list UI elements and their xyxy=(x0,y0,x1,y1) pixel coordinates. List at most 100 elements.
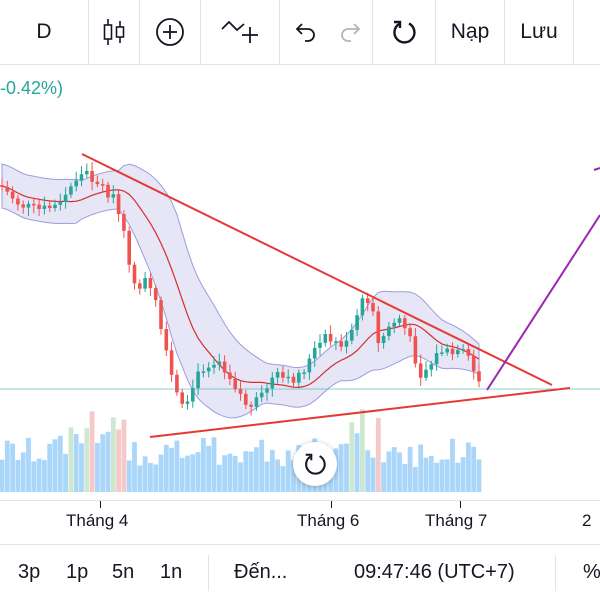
candle-body xyxy=(100,184,105,186)
volume-bar xyxy=(126,460,132,492)
time-axis[interactable]: Tháng 4 Tháng 6 Tháng 7 2 xyxy=(0,500,600,541)
save-button[interactable]: Lưu xyxy=(505,0,573,64)
bottom-toolbar: 3p 1p 5n 1n Đến... 09:47:46 (UTC+7) % xyxy=(0,544,600,601)
volume-bar xyxy=(444,459,450,492)
axis-tick xyxy=(100,501,101,508)
volume-bar xyxy=(132,442,137,492)
volume-bar xyxy=(344,443,349,492)
volume-bar xyxy=(148,462,153,492)
candle-body xyxy=(159,300,163,330)
candle-body xyxy=(95,181,100,185)
volume-bar xyxy=(291,460,296,492)
candle-body xyxy=(26,203,31,208)
candle-body xyxy=(254,397,259,407)
candle-body xyxy=(191,388,195,402)
candle-body xyxy=(334,341,338,343)
volume-bar xyxy=(57,435,63,492)
candle-body xyxy=(90,170,94,182)
volume-bar xyxy=(63,453,68,492)
volume-bar xyxy=(179,457,185,492)
volume-bar xyxy=(47,443,53,492)
candle-body xyxy=(286,376,290,379)
candle-body xyxy=(122,214,126,231)
projection-line-lower[interactable] xyxy=(486,214,600,391)
percent-toggle[interactable]: % xyxy=(583,561,600,583)
candle-body xyxy=(381,336,386,344)
candle-body xyxy=(206,367,211,372)
load-button[interactable]: Nạp xyxy=(436,0,504,64)
volume-bar xyxy=(450,438,455,492)
clock-readout[interactable]: 09:47:46 (UTC+7) xyxy=(354,561,515,583)
toolbar-divider xyxy=(573,0,574,64)
volume-bar xyxy=(238,462,243,492)
volume-bar xyxy=(269,449,275,492)
volume-bar xyxy=(190,454,196,492)
volume-bar xyxy=(248,451,254,492)
candle-body xyxy=(376,311,381,344)
volume-bar xyxy=(381,462,386,492)
candle-body xyxy=(0,185,4,187)
candle-body xyxy=(365,298,370,304)
candle-body xyxy=(403,318,407,329)
range-1p[interactable]: 1p xyxy=(66,561,89,583)
price-chart[interactable] xyxy=(0,64,600,500)
candle-body xyxy=(138,283,142,289)
volume-bar xyxy=(349,422,355,492)
indicators-button[interactable] xyxy=(201,0,279,64)
load-label: Nạp xyxy=(450,20,490,43)
candle-body xyxy=(323,334,328,343)
candle-body xyxy=(10,191,15,199)
range-1n[interactable]: 1n xyxy=(160,561,183,583)
volume-bar xyxy=(153,464,159,492)
plus-circle-icon xyxy=(156,18,184,46)
candle-body xyxy=(228,372,232,380)
volume-bar xyxy=(68,427,74,492)
candle-body xyxy=(339,341,343,347)
compare-button[interactable] xyxy=(140,0,200,64)
undo-button[interactable] xyxy=(280,0,330,64)
projection-line-upper[interactable] xyxy=(593,167,600,171)
redo-button[interactable] xyxy=(330,0,372,64)
volume-bar xyxy=(423,457,429,492)
volume-bar xyxy=(158,454,164,492)
reload-button[interactable] xyxy=(373,0,435,64)
volume-bar xyxy=(407,446,413,492)
volume-bar xyxy=(275,459,280,492)
interval-label: D xyxy=(36,20,52,43)
lower-trendline[interactable] xyxy=(149,387,571,438)
candle-body xyxy=(169,350,174,375)
volume-bar xyxy=(397,452,402,492)
volume-bar xyxy=(211,437,217,492)
chart-type-button[interactable] xyxy=(89,0,139,64)
range-5n[interactable]: 5n xyxy=(112,561,135,583)
interval-button[interactable]: D xyxy=(0,0,88,64)
candle-body xyxy=(302,372,306,374)
candle-body xyxy=(196,371,200,389)
volume-bar xyxy=(471,446,477,492)
candle-body xyxy=(233,379,237,390)
candle-body xyxy=(143,277,147,289)
candle-body xyxy=(297,372,301,383)
volume-bar xyxy=(439,459,445,492)
candle-body xyxy=(312,347,317,359)
axis-label-next: 2 xyxy=(582,511,592,530)
volume-bar xyxy=(285,450,291,492)
volume-bar xyxy=(434,462,439,492)
range-3p[interactable]: 3p xyxy=(18,561,41,583)
candlestick-icon xyxy=(103,19,125,45)
volume-bar xyxy=(391,447,397,492)
reset-chart-button[interactable] xyxy=(293,442,337,486)
goto-date-button[interactable]: Đến... xyxy=(234,561,288,583)
upper-trendline[interactable] xyxy=(81,153,553,386)
axis-label-apr: Tháng 4 xyxy=(66,511,129,530)
toolbar-divider xyxy=(200,0,201,64)
undo-icon xyxy=(295,23,315,42)
redo-icon xyxy=(341,23,361,42)
volume-bar xyxy=(428,455,434,492)
candle-body xyxy=(328,334,333,342)
candle-body xyxy=(212,364,216,368)
volume-bar xyxy=(206,445,212,492)
candle-body xyxy=(471,355,476,372)
volume-bar xyxy=(121,419,127,492)
volume-bar xyxy=(20,452,26,492)
